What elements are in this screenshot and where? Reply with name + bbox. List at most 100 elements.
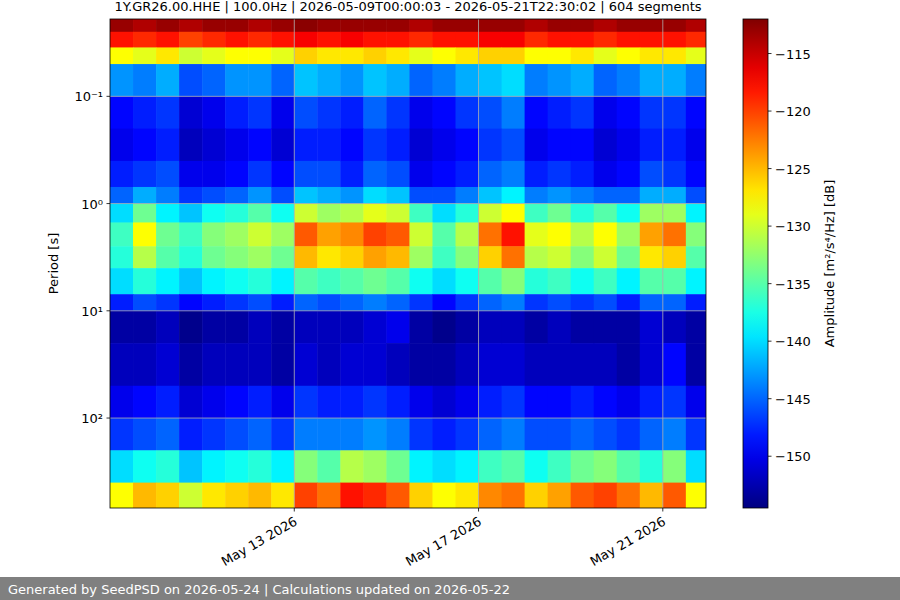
cell (617, 161, 641, 188)
cell (479, 19, 503, 32)
y-tick-label: 10⁰ (81, 197, 103, 212)
cell (456, 96, 480, 129)
cell (456, 418, 480, 451)
colorbar-tick-label: −115 (775, 47, 811, 62)
cell (156, 19, 180, 32)
cell (340, 222, 364, 246)
cell (479, 483, 503, 508)
cell (179, 418, 203, 451)
cell (502, 343, 526, 386)
cell (133, 32, 157, 48)
cell (548, 246, 572, 268)
cell (248, 187, 272, 204)
cell (363, 311, 387, 344)
cell (686, 418, 706, 451)
cell (202, 311, 226, 344)
cell (456, 311, 480, 344)
cell (686, 268, 706, 295)
cell (548, 204, 572, 223)
cell (571, 187, 595, 204)
cell (686, 246, 706, 268)
cell (502, 96, 526, 129)
cell (525, 47, 549, 64)
cell (502, 222, 526, 246)
cell (225, 418, 249, 451)
cell (479, 311, 503, 344)
cell (133, 187, 157, 204)
cell (225, 222, 249, 246)
cell (686, 64, 706, 97)
cell (525, 246, 549, 268)
cell (548, 64, 572, 97)
cell (317, 418, 341, 451)
colorbar-tick-label: −150 (775, 449, 811, 464)
cell (640, 483, 664, 508)
cell (617, 187, 641, 204)
cell (502, 294, 526, 311)
cell (502, 64, 526, 97)
cell (479, 343, 503, 386)
cell (479, 161, 503, 188)
cell (479, 32, 503, 48)
cell (594, 129, 618, 162)
cell (594, 311, 618, 344)
cell (409, 161, 433, 188)
cell (179, 246, 203, 268)
cell (156, 294, 180, 311)
cell (225, 268, 249, 295)
cell (317, 343, 341, 386)
colorbar-tick-label: −125 (775, 162, 811, 177)
cell (110, 450, 134, 483)
cell (294, 343, 318, 386)
cell (386, 418, 410, 451)
cell (294, 129, 318, 162)
cell (548, 161, 572, 188)
cell (156, 47, 180, 64)
cell (363, 64, 387, 97)
tick (294, 508, 295, 512)
cell (571, 343, 595, 386)
cell (179, 450, 203, 483)
cell (340, 268, 364, 295)
cell (179, 204, 203, 223)
cell (271, 129, 295, 162)
cell (594, 96, 618, 129)
cell (202, 32, 226, 48)
tick (107, 203, 111, 204)
cell (594, 187, 618, 204)
cell (363, 294, 387, 311)
cell (271, 64, 295, 97)
y-tick-label: 10² (81, 411, 103, 426)
cell (686, 311, 706, 344)
cell (386, 47, 410, 64)
cell (432, 311, 456, 344)
cell (363, 268, 387, 295)
cell (271, 483, 295, 508)
cell (271, 268, 295, 295)
cell (294, 161, 318, 188)
cell (456, 19, 480, 32)
cell (571, 418, 595, 451)
cell (225, 204, 249, 223)
cell (317, 450, 341, 483)
cell (548, 187, 572, 204)
cell (479, 129, 503, 162)
cell (271, 32, 295, 48)
cell (594, 268, 618, 295)
cell (571, 222, 595, 246)
cell (594, 32, 618, 48)
cell (409, 386, 433, 419)
cell (548, 32, 572, 48)
footer-bar (0, 577, 900, 600)
cell (225, 19, 249, 32)
cell (294, 47, 318, 64)
cell (248, 161, 272, 188)
cell (271, 450, 295, 483)
cell (432, 19, 456, 32)
cell (409, 450, 433, 483)
cell (110, 187, 134, 204)
cell (686, 222, 706, 246)
cell (317, 311, 341, 344)
cell (317, 268, 341, 295)
cell (548, 343, 572, 386)
